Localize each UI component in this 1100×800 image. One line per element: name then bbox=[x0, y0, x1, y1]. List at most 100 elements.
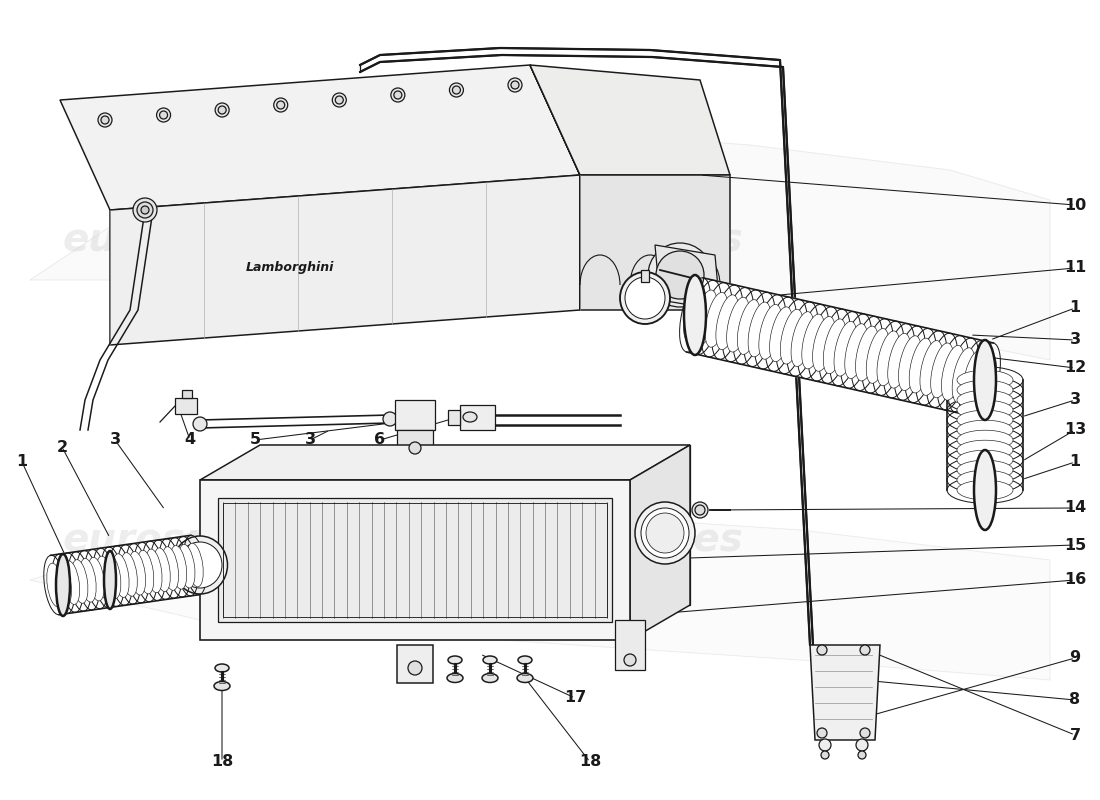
Ellipse shape bbox=[957, 410, 1013, 430]
Ellipse shape bbox=[716, 295, 738, 350]
Text: 5: 5 bbox=[250, 433, 261, 447]
Text: 13: 13 bbox=[1064, 422, 1086, 438]
Ellipse shape bbox=[214, 682, 230, 690]
Polygon shape bbox=[51, 535, 199, 614]
Polygon shape bbox=[110, 175, 580, 345]
Circle shape bbox=[656, 251, 704, 299]
Circle shape bbox=[156, 108, 170, 122]
Polygon shape bbox=[580, 175, 730, 310]
Ellipse shape bbox=[802, 314, 825, 369]
Ellipse shape bbox=[47, 563, 63, 607]
Polygon shape bbox=[30, 510, 1050, 680]
Circle shape bbox=[860, 728, 870, 738]
Text: eurospares: eurospares bbox=[497, 521, 742, 559]
Ellipse shape bbox=[641, 508, 689, 558]
Ellipse shape bbox=[72, 560, 88, 603]
Ellipse shape bbox=[974, 450, 996, 530]
Circle shape bbox=[160, 111, 167, 119]
Bar bbox=[395, 400, 434, 430]
Ellipse shape bbox=[138, 550, 154, 594]
Ellipse shape bbox=[974, 340, 996, 420]
Circle shape bbox=[98, 113, 112, 127]
Bar bbox=[615, 620, 645, 670]
Text: Lamborghini: Lamborghini bbox=[245, 262, 334, 274]
Polygon shape bbox=[630, 445, 690, 640]
Text: 16: 16 bbox=[1064, 573, 1086, 587]
Ellipse shape bbox=[957, 480, 1013, 500]
Ellipse shape bbox=[518, 656, 532, 664]
Ellipse shape bbox=[957, 400, 1013, 420]
Circle shape bbox=[394, 91, 402, 99]
Bar bbox=[460, 405, 495, 430]
Circle shape bbox=[820, 739, 830, 751]
Ellipse shape bbox=[834, 322, 857, 376]
Polygon shape bbox=[200, 445, 690, 480]
Ellipse shape bbox=[856, 326, 878, 381]
Polygon shape bbox=[947, 380, 1023, 490]
Ellipse shape bbox=[121, 553, 138, 596]
Circle shape bbox=[695, 505, 705, 515]
Ellipse shape bbox=[517, 674, 534, 682]
Ellipse shape bbox=[96, 556, 112, 600]
Text: eurospares: eurospares bbox=[62, 521, 308, 559]
Ellipse shape bbox=[791, 312, 814, 366]
Ellipse shape bbox=[823, 319, 846, 374]
Ellipse shape bbox=[178, 544, 195, 588]
Circle shape bbox=[624, 654, 636, 666]
Ellipse shape bbox=[154, 548, 170, 591]
Ellipse shape bbox=[187, 543, 204, 587]
Ellipse shape bbox=[957, 430, 1013, 450]
Ellipse shape bbox=[727, 298, 749, 352]
Ellipse shape bbox=[899, 336, 921, 390]
Circle shape bbox=[452, 86, 461, 94]
Text: eurospares: eurospares bbox=[497, 221, 742, 259]
Text: 3: 3 bbox=[1069, 393, 1080, 407]
Circle shape bbox=[692, 502, 708, 518]
Circle shape bbox=[450, 83, 463, 97]
Ellipse shape bbox=[957, 390, 1013, 410]
Ellipse shape bbox=[705, 293, 728, 347]
Text: 18: 18 bbox=[211, 754, 233, 770]
Circle shape bbox=[277, 101, 285, 109]
Ellipse shape bbox=[483, 656, 497, 664]
Ellipse shape bbox=[447, 674, 463, 682]
Text: 12: 12 bbox=[1064, 361, 1086, 375]
Circle shape bbox=[274, 98, 288, 112]
Text: 1: 1 bbox=[16, 454, 28, 470]
Circle shape bbox=[390, 88, 405, 102]
Polygon shape bbox=[30, 130, 1050, 360]
Polygon shape bbox=[686, 278, 993, 417]
Ellipse shape bbox=[112, 554, 129, 598]
Ellipse shape bbox=[910, 338, 932, 393]
Polygon shape bbox=[218, 498, 612, 622]
Ellipse shape bbox=[214, 664, 229, 672]
Ellipse shape bbox=[56, 554, 70, 616]
Polygon shape bbox=[654, 245, 720, 310]
Text: eurospares: eurospares bbox=[62, 221, 308, 259]
Bar bbox=[397, 645, 433, 683]
Ellipse shape bbox=[957, 420, 1013, 440]
Circle shape bbox=[648, 243, 712, 307]
Ellipse shape bbox=[770, 307, 792, 362]
Circle shape bbox=[133, 198, 157, 222]
Circle shape bbox=[858, 751, 866, 759]
Text: 3: 3 bbox=[1069, 333, 1080, 347]
Text: 18: 18 bbox=[579, 754, 601, 770]
Ellipse shape bbox=[748, 302, 771, 357]
Ellipse shape bbox=[888, 334, 911, 388]
Ellipse shape bbox=[104, 555, 121, 598]
Ellipse shape bbox=[162, 546, 178, 590]
Ellipse shape bbox=[845, 324, 868, 378]
Ellipse shape bbox=[931, 343, 954, 398]
Text: 11: 11 bbox=[1064, 261, 1086, 275]
Text: 3: 3 bbox=[109, 433, 121, 447]
Circle shape bbox=[512, 81, 519, 89]
Bar bbox=[182, 390, 192, 398]
Circle shape bbox=[336, 96, 343, 104]
Ellipse shape bbox=[953, 348, 975, 402]
Bar bbox=[397, 430, 433, 448]
Text: 15: 15 bbox=[1064, 538, 1086, 553]
Ellipse shape bbox=[55, 562, 72, 606]
Circle shape bbox=[856, 739, 868, 751]
Ellipse shape bbox=[962, 350, 986, 405]
